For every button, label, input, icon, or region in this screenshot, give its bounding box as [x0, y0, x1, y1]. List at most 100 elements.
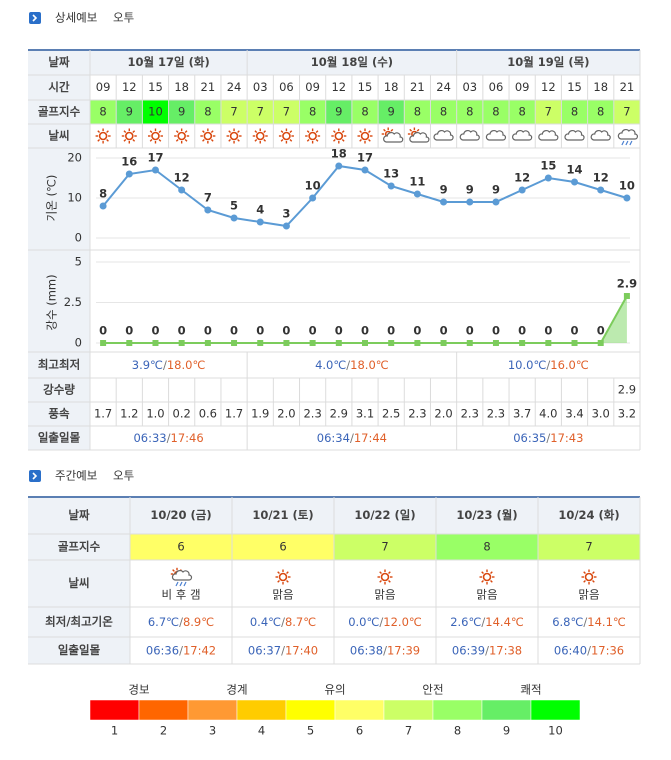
- sun: [282, 131, 291, 141]
- date-label: 10월 18일 (수): [311, 55, 393, 69]
- point: [151, 166, 159, 174]
- point: [597, 340, 604, 346]
- data-label: 5: [230, 199, 238, 213]
- sun-ray: [286, 580, 289, 583]
- wind-speed: 1.7: [225, 407, 243, 421]
- date-row-bg: [90, 50, 640, 75]
- sun-ray: [254, 139, 258, 142]
- point: [178, 186, 186, 194]
- weather-icon: [331, 128, 347, 144]
- sun-ray: [315, 139, 319, 142]
- wind-speed: 3.4: [565, 407, 583, 421]
- y-tick-label: 5: [75, 255, 82, 269]
- golf-cell: [436, 534, 538, 560]
- data-label: 0: [256, 324, 264, 338]
- legend-swatch: [236, 699, 287, 721]
- legend-swatch: [530, 699, 581, 721]
- row-label: 날짜: [48, 55, 70, 69]
- sun-ray: [280, 139, 284, 142]
- cloud: [459, 130, 480, 141]
- rain-drop: [629, 140, 633, 146]
- cloud: [409, 132, 430, 143]
- time-label: 15: [358, 80, 373, 94]
- golf-index: 8: [466, 105, 473, 119]
- golf-cell: [456, 100, 483, 124]
- cloud: [617, 129, 638, 140]
- time-label: 18: [174, 80, 189, 94]
- time-label: 21: [620, 80, 635, 94]
- data-label: 0: [99, 324, 107, 338]
- point: [100, 340, 107, 346]
- golf-cell: [220, 100, 248, 124]
- data-label: 3: [282, 207, 290, 221]
- weather-icon: [433, 130, 454, 141]
- point: [230, 214, 238, 222]
- sun-ray: [175, 139, 179, 142]
- sun: [380, 572, 390, 582]
- sun: [151, 131, 160, 141]
- y-tick-label: 0: [75, 336, 82, 350]
- time-label: 24: [436, 80, 451, 94]
- sun-ray: [409, 128, 413, 132]
- legend-label: 경보: [128, 683, 149, 697]
- axis-title: 강수 (mm): [45, 274, 59, 330]
- wind-speed: 3.7: [513, 407, 531, 421]
- section-icon-arrow: [32, 14, 38, 22]
- point: [361, 166, 369, 174]
- sun-ray: [123, 139, 127, 142]
- golf-cell: [273, 100, 300, 124]
- data-label: 12: [593, 171, 609, 185]
- sun-ray: [172, 569, 175, 572]
- sun-ray: [97, 139, 101, 142]
- legend-swatch: [285, 699, 336, 721]
- wind-speed: 0.6: [199, 407, 217, 421]
- time-label: 09: [515, 80, 530, 94]
- data-label: 14: [567, 163, 583, 177]
- time-label: 03: [462, 80, 477, 94]
- golf-index: 7: [230, 105, 237, 119]
- sun-ray: [379, 571, 382, 574]
- row-label: 최저/최고기온: [45, 615, 113, 629]
- row-label: 일출일몰: [58, 643, 101, 657]
- data-label: 0: [309, 324, 317, 338]
- weather-text: 맑음: [374, 588, 395, 602]
- wind-speed: 2.9: [330, 407, 348, 421]
- point: [309, 340, 316, 346]
- sun-ray: [306, 130, 310, 133]
- golf-index: 8: [440, 105, 447, 119]
- sun-ray: [280, 130, 284, 133]
- data-label: 12: [514, 171, 530, 185]
- sun-ray: [237, 139, 240, 142]
- sun-ray: [583, 580, 586, 583]
- point: [623, 293, 630, 300]
- wind-speed: 2.5: [382, 407, 400, 421]
- sunrise-sunset: 06:36/17:42: [146, 643, 216, 657]
- sun-ray: [184, 139, 188, 142]
- weather-text: 맑음: [578, 588, 599, 602]
- sun-ray: [237, 130, 240, 133]
- golf-index: 8: [99, 105, 106, 119]
- golf-cell: [232, 534, 334, 560]
- golf-index: 9: [178, 105, 185, 119]
- sun-ray: [132, 130, 136, 133]
- y-tick-label: 20: [67, 151, 82, 165]
- legend-level: 9: [503, 724, 510, 738]
- wind-speed: 2.3: [461, 407, 479, 421]
- data-label: 0: [178, 324, 186, 338]
- point: [492, 198, 500, 206]
- point: [178, 340, 185, 346]
- legend-label: 경계: [226, 683, 247, 697]
- sunrise-sunset: 06:40/17:36: [554, 643, 624, 657]
- data-label: 0: [466, 324, 474, 338]
- sun-ray: [228, 139, 232, 142]
- sun-ray: [97, 130, 101, 133]
- legend-level: 2: [160, 724, 167, 738]
- cloud: [538, 130, 559, 141]
- data-label: 9: [466, 183, 474, 197]
- golf-cell: [561, 100, 588, 124]
- golf-index: 8: [483, 540, 490, 554]
- sun-ray: [388, 571, 391, 574]
- sun-ray: [202, 130, 205, 133]
- golf-cell: [142, 100, 169, 124]
- weather-icon: [407, 127, 430, 143]
